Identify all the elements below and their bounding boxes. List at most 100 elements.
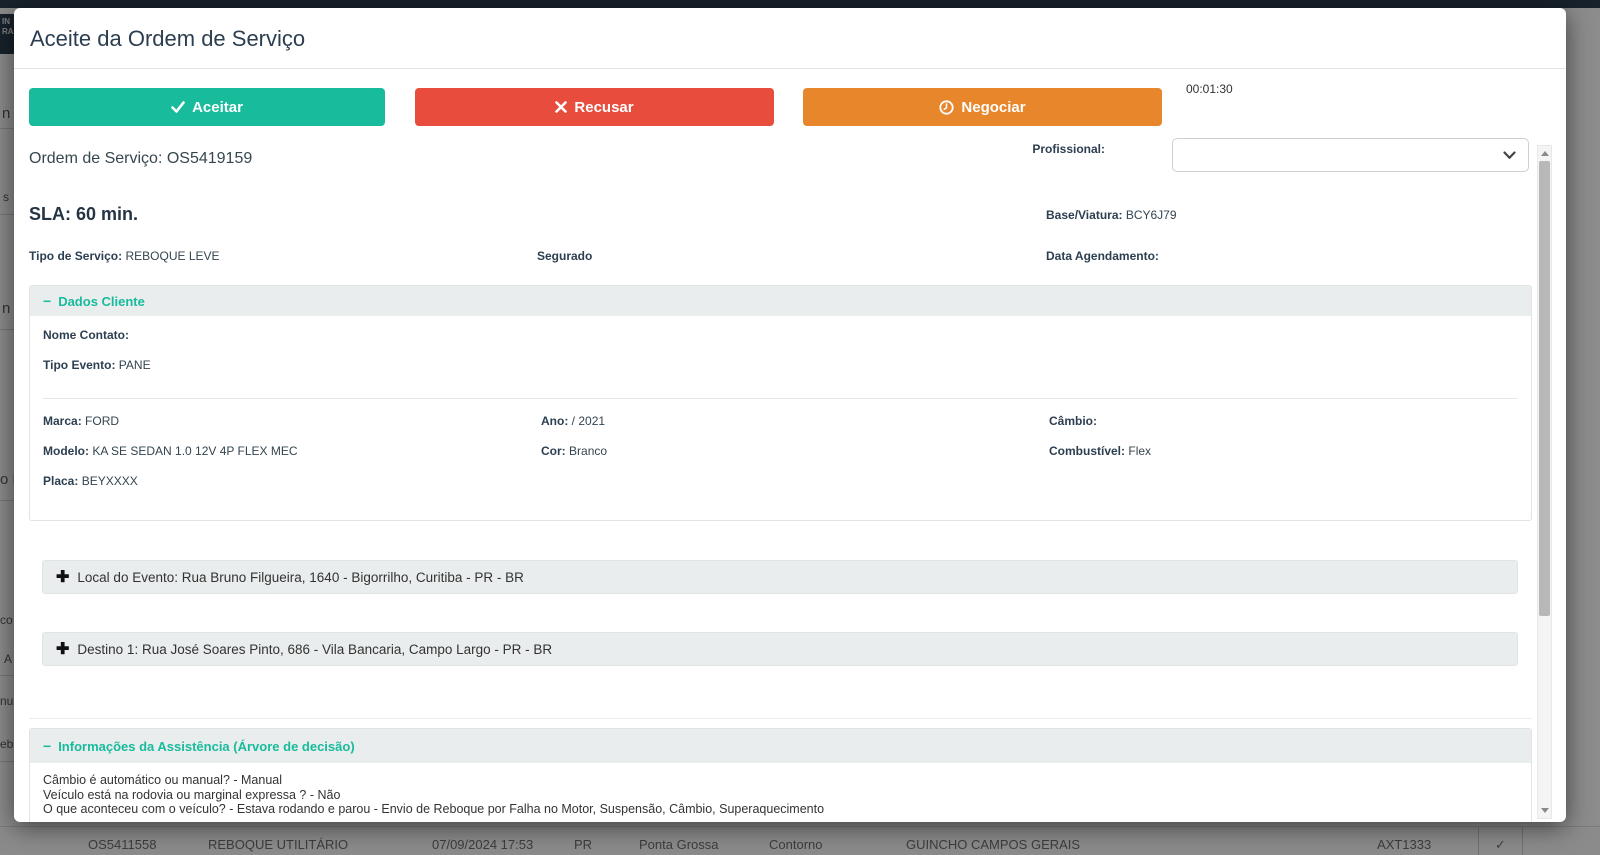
nome-contato-field: Nome Contato: (43, 328, 129, 342)
professional-label: Profissional: (1032, 142, 1105, 156)
accept-button-label: Aceitar (192, 98, 243, 116)
assistencia-line: Câmbio é automático ou manual? - Manual (43, 773, 283, 787)
sidebar-fragment: nu (0, 694, 14, 708)
ano-label: Ano: (541, 414, 569, 428)
bg-table-cell-bairro: Contorno (769, 837, 823, 852)
background-logo: IN RA (0, 14, 15, 54)
base-viatura-value: BCY6J79 (1125, 208, 1177, 222)
assistencia-header[interactable]: − Informações da Assistência (Árvore de … (30, 729, 1531, 763)
section-divider (29, 718, 1532, 719)
scrollbar-up-arrow[interactable] (1538, 147, 1551, 160)
order-number-line: Ordem de Serviço: OS5419159 (29, 150, 253, 167)
collapse-minus-icon: − (43, 293, 52, 309)
assistencia-body: Câmbio é automático ou manual? - Manual … (30, 763, 1531, 817)
dados-cliente-panel: − Dados Cliente Nome Contato: Tipo Event… (29, 285, 1532, 521)
assistencia-line: Veículo está na rodovia ou marginal expr… (43, 787, 341, 802)
sidebar-separator (0, 128, 15, 129)
countdown-timer: 00:01:30 (1186, 82, 1233, 96)
segurado-label: Segurado (537, 249, 593, 263)
expand-plus-icon: ✚ (56, 641, 70, 658)
sidebar-separator (0, 500, 15, 501)
bg-table-cell-base: GUINCHO CAMPOS GERAIS (906, 837, 1081, 852)
sla-line: SLA: 60 min. (29, 204, 139, 224)
tipo-evento-value: PANE (118, 358, 151, 372)
modal-title: Aceite da Ordem de Serviço (30, 26, 306, 51)
triangle-down-icon (1540, 808, 1549, 813)
ano-value: / 2021 (571, 414, 606, 428)
placa-label: Placa: (43, 474, 79, 488)
assistencia-panel: − Informações da Assistência (Árvore de … (29, 728, 1532, 822)
check-icon (171, 101, 185, 113)
tipo-servico-field: Tipo de Serviço: REBOQUE LEVE (29, 249, 220, 263)
refuse-button-label: Recusar (574, 98, 634, 116)
accept-button[interactable]: Aceitar (29, 88, 385, 126)
sidebar-fragment: co (0, 613, 13, 627)
scrollbar-thumb[interactable] (1539, 161, 1550, 616)
cambio-label: Câmbio: (1049, 414, 1097, 428)
marca-field: Marca: FORD (43, 414, 119, 428)
cor-value: Branco (569, 444, 608, 458)
marca-value: FORD (85, 414, 120, 428)
ano-field: Ano: / 2021 (541, 414, 605, 428)
professional-select[interactable] (1172, 138, 1529, 172)
tipo-evento-label: Tipo Evento: (43, 358, 116, 372)
modelo-label: Modelo: (43, 444, 89, 458)
combustivel-field: Combustível: Flex (1049, 444, 1151, 458)
sidebar-fragment: n (2, 300, 11, 317)
background-topbar (0, 0, 1600, 8)
tipo-servico-label: Tipo de Serviço: (29, 249, 123, 263)
bg-table-cell-uf: PR (574, 837, 593, 852)
bg-table-divider (1478, 827, 1479, 855)
sidebar-separator (0, 761, 15, 762)
local-evento-text: Local do Evento: Rua Bruno Filgueira, 16… (77, 569, 524, 585)
refuse-button[interactable]: Recusar (415, 88, 774, 126)
background-table-row: OS5411558 REBOQUE UTILITÁRIO 07/09/2024 … (0, 826, 1600, 855)
sidebar-fragment: A (4, 652, 13, 666)
clock-icon (939, 99, 954, 115)
tipo-evento-field: Tipo Evento: PANE (43, 358, 151, 372)
data-agendamento-field: Data Agendamento: (1046, 249, 1159, 263)
expand-plus-icon: ✚ (56, 569, 70, 586)
nome-contato-label: Nome Contato: (43, 328, 129, 342)
base-viatura-field: Base/Viatura: BCY6J79 (1046, 208, 1177, 222)
sidebar-separator (0, 675, 15, 676)
destino1-bar[interactable]: ✚ Destino 1: Rua José Soares Pinto, 686 … (42, 632, 1518, 666)
collapse-minus-icon: − (43, 738, 52, 754)
local-evento-bar[interactable]: ✚ Local do Evento: Rua Bruno Filgueira, … (42, 560, 1518, 594)
sidebar-separator (0, 329, 15, 330)
modelo-value: KA SE SEDAN 1.0 12V 4P FLEX MEC (92, 444, 298, 458)
cor-label: Cor: (541, 444, 566, 458)
cambio-field: Câmbio: (1049, 414, 1097, 428)
negotiate-button-label: Negociar (961, 98, 1026, 116)
negotiate-button[interactable]: Negociar (803, 88, 1162, 126)
sidebar-separator (0, 214, 15, 215)
sidebar-fragment: eb (0, 737, 14, 751)
bg-table-cell-placa: AXT1333 (1377, 837, 1432, 852)
dados-cliente-header[interactable]: − Dados Cliente (30, 286, 1531, 316)
header-divider (14, 68, 1566, 69)
bg-table-cell-cidade: Ponta Grossa (639, 837, 719, 852)
modelo-field: Modelo: KA SE SEDAN 1.0 12V 4P FLEX MEC (43, 444, 298, 458)
panel-divider (43, 398, 1518, 399)
bg-table-divider (1522, 827, 1523, 855)
bg-table-cell-os: OS5411558 (88, 837, 157, 852)
placa-field: Placa: BEYXXXX (43, 474, 138, 488)
base-viatura-label: Base/Viatura: (1046, 208, 1123, 222)
bg-table-cell-data: 07/09/2024 17:53 (432, 837, 534, 852)
x-icon (555, 101, 568, 113)
tipo-servico-value: REBOQUE LEVE (125, 249, 220, 263)
combustivel-value: Flex (1128, 444, 1152, 458)
scrollbar-down-arrow[interactable] (1538, 804, 1551, 817)
combustivel-label: Combustível: (1049, 444, 1126, 458)
data-agendamento-label: Data Agendamento: (1046, 249, 1159, 263)
sidebar-fragment: n (2, 105, 11, 122)
dados-cliente-title: Dados Cliente (58, 293, 145, 309)
service-order-accept-modal: Aceite da Ordem de Serviço Aceitar Recus… (14, 8, 1566, 822)
modal-scrollbar[interactable] (1537, 145, 1552, 819)
marca-label: Marca: (43, 414, 82, 428)
cor-field: Cor: Branco (541, 444, 607, 458)
destino1-text: Destino 1: Rua José Soares Pinto, 686 - … (77, 641, 553, 657)
sidebar-fragment: s (3, 190, 9, 204)
assistencia-title: Informações da Assistência (Árvore de de… (58, 738, 355, 754)
assistencia-line: O que aconteceu com o veículo? - Estava … (43, 802, 825, 816)
